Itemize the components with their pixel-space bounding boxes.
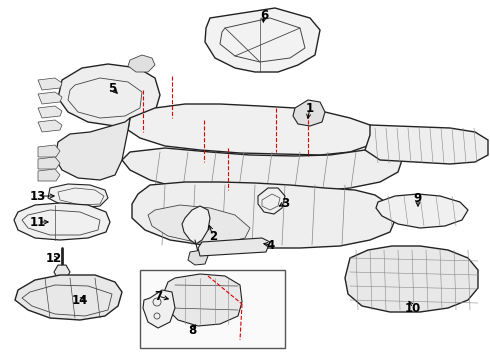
Polygon shape: [143, 290, 175, 328]
Polygon shape: [38, 120, 62, 132]
Polygon shape: [14, 203, 110, 240]
Polygon shape: [132, 182, 395, 248]
Text: 12: 12: [46, 252, 62, 265]
Polygon shape: [365, 125, 488, 164]
Text: 9: 9: [414, 192, 422, 204]
Text: 11: 11: [30, 216, 46, 229]
Polygon shape: [205, 8, 320, 72]
Polygon shape: [128, 104, 375, 155]
Polygon shape: [258, 188, 285, 214]
Polygon shape: [164, 274, 242, 326]
Text: 1: 1: [306, 102, 314, 114]
Polygon shape: [198, 238, 270, 256]
Text: 3: 3: [281, 197, 289, 210]
Polygon shape: [122, 145, 402, 194]
Polygon shape: [38, 92, 62, 104]
Text: 10: 10: [405, 302, 421, 315]
Polygon shape: [128, 55, 155, 72]
Polygon shape: [148, 205, 250, 243]
Polygon shape: [293, 100, 325, 126]
Polygon shape: [54, 265, 70, 279]
Text: 14: 14: [72, 293, 88, 306]
Polygon shape: [188, 250, 208, 265]
Polygon shape: [58, 64, 160, 126]
Text: 5: 5: [108, 81, 116, 95]
Text: 4: 4: [267, 239, 275, 252]
Polygon shape: [38, 78, 62, 90]
Bar: [140, 270, 285, 348]
Text: 8: 8: [188, 324, 196, 337]
Polygon shape: [38, 169, 60, 181]
Text: 6: 6: [260, 9, 268, 22]
Polygon shape: [55, 118, 130, 180]
Polygon shape: [345, 246, 478, 312]
Polygon shape: [38, 157, 60, 169]
Polygon shape: [182, 206, 210, 244]
Polygon shape: [48, 184, 108, 208]
Polygon shape: [15, 275, 122, 320]
Polygon shape: [376, 194, 468, 228]
Polygon shape: [38, 106, 62, 118]
Polygon shape: [38, 145, 60, 157]
Text: 2: 2: [209, 230, 217, 243]
Text: 7: 7: [154, 289, 162, 302]
Text: 13: 13: [30, 189, 46, 202]
